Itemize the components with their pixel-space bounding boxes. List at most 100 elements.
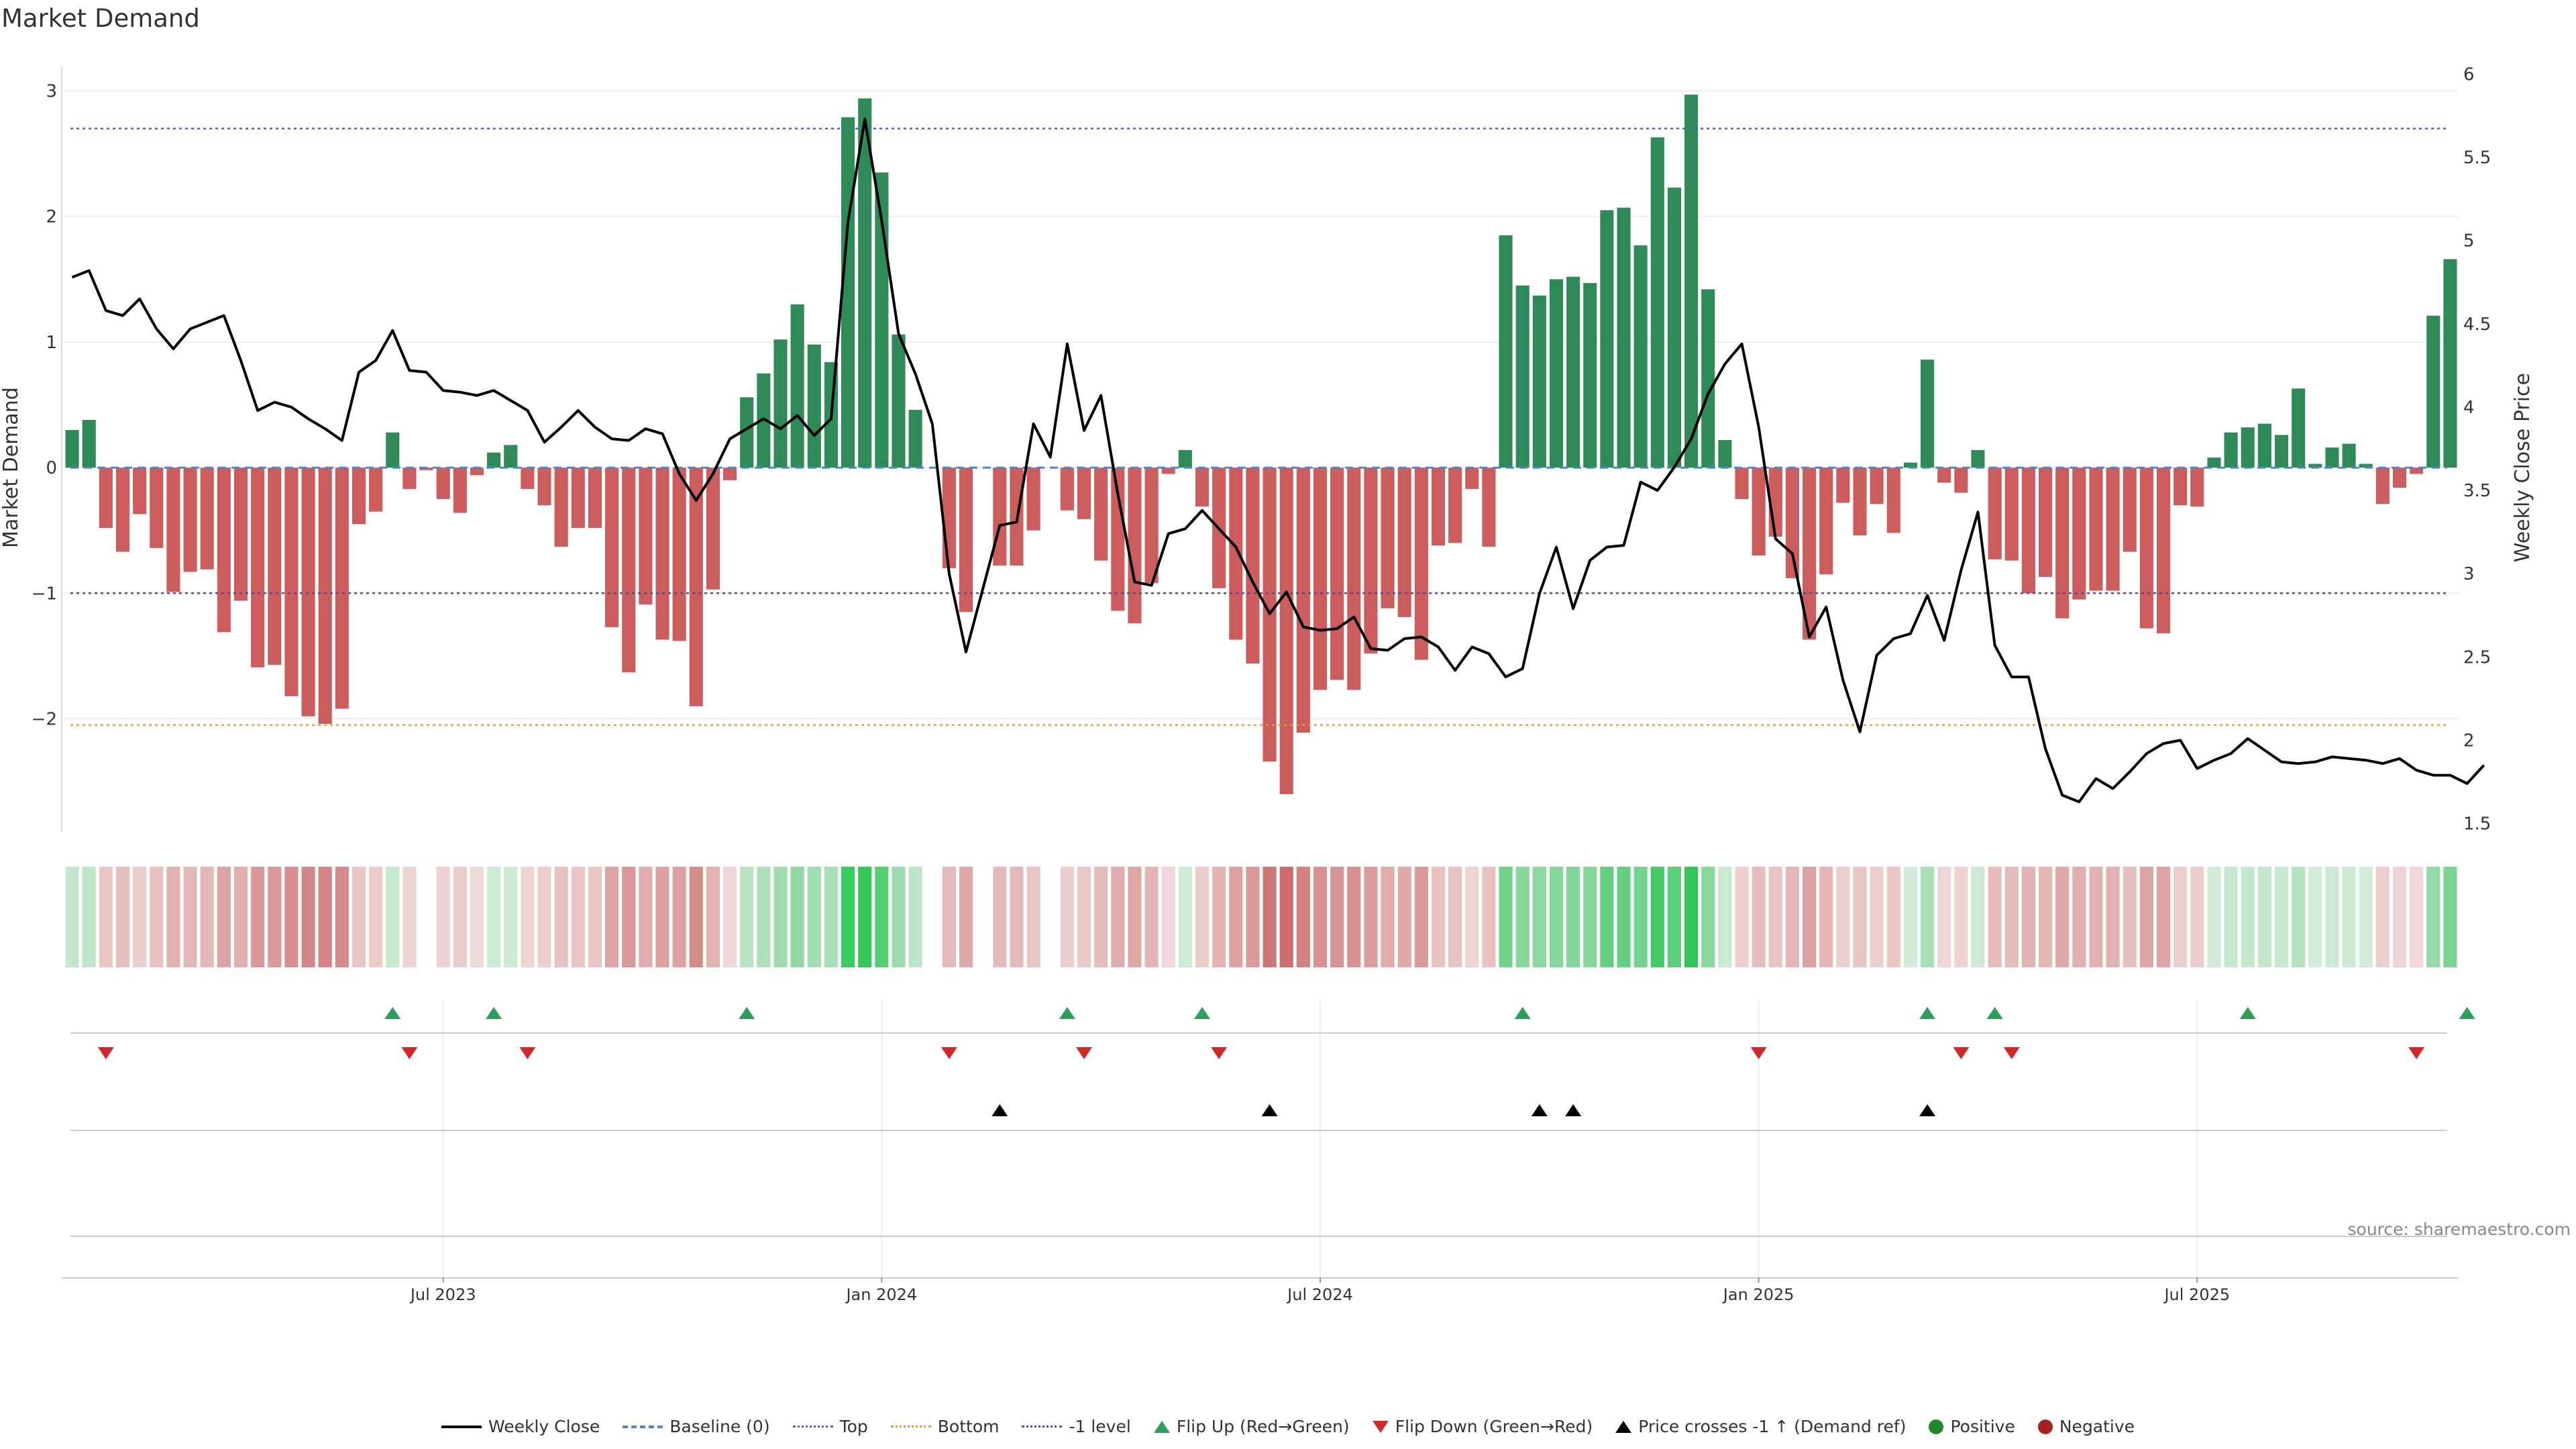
heat-cell bbox=[1381, 867, 1395, 967]
heat-cell bbox=[2410, 867, 2424, 967]
negative-bar bbox=[605, 468, 619, 627]
heat-cell bbox=[1583, 867, 1597, 967]
flip-up-marker bbox=[1919, 1007, 1936, 1019]
negative-bar bbox=[689, 468, 703, 706]
heat-cell bbox=[150, 867, 164, 967]
heat-cell bbox=[1144, 867, 1159, 967]
dotted-line-icon bbox=[792, 1426, 833, 1428]
negative-bar bbox=[1313, 468, 1328, 690]
positive-bar bbox=[1499, 235, 1513, 468]
heat-cell bbox=[1803, 867, 1817, 967]
heat-cell bbox=[588, 867, 602, 967]
positive-bar bbox=[504, 445, 518, 468]
negative-bar bbox=[1246, 468, 1260, 664]
heat-cell bbox=[1043, 867, 1057, 967]
heat-cell bbox=[1667, 867, 1682, 967]
heat-cell bbox=[1094, 867, 1108, 967]
price-cross-marker bbox=[1919, 1104, 1936, 1116]
heat-cell bbox=[1886, 867, 1900, 967]
positive-bar bbox=[1684, 95, 1699, 468]
heat-cell bbox=[115, 867, 130, 967]
heat-cell bbox=[875, 867, 889, 967]
demand-bars bbox=[65, 95, 2457, 794]
flip-down-marker bbox=[519, 1047, 536, 1059]
price-cross-marker bbox=[1261, 1104, 1278, 1116]
legend-flip-up: Flip Up (Red→Green) bbox=[1153, 1417, 1350, 1436]
negative-bar bbox=[571, 468, 585, 528]
heat-cell bbox=[2004, 867, 2019, 967]
negative-bar bbox=[1077, 468, 1091, 519]
negative-bar bbox=[1954, 468, 1968, 493]
legend-label: Top bbox=[839, 1417, 868, 1436]
negative-bar bbox=[1870, 468, 1884, 504]
negative-bar bbox=[402, 468, 417, 489]
positive-bar bbox=[790, 304, 804, 468]
heat-cell bbox=[1870, 867, 1884, 967]
heat-cell bbox=[1026, 867, 1040, 967]
heat-cell bbox=[2106, 867, 2120, 967]
negative-bar bbox=[2174, 468, 2188, 506]
negative-bar bbox=[369, 468, 383, 512]
x-tick-label: Jul 2024 bbox=[1286, 1285, 1353, 1304]
y-right-tick-label: 3.5 bbox=[2463, 481, 2491, 501]
positive-bar bbox=[2274, 435, 2289, 468]
positive-bar bbox=[908, 409, 922, 468]
heat-cell bbox=[251, 867, 265, 967]
heat-cell bbox=[335, 867, 349, 967]
positive-bar bbox=[1178, 449, 1192, 468]
heat-cell bbox=[1836, 867, 1850, 967]
positive-bar bbox=[2241, 427, 2255, 468]
heat-cell bbox=[166, 867, 180, 967]
heat-cell bbox=[908, 867, 922, 967]
negative-bar bbox=[537, 468, 551, 506]
heat-cell bbox=[2359, 867, 2373, 967]
heat-cell bbox=[200, 867, 214, 967]
negative-bar bbox=[1785, 468, 1799, 578]
heat-cell bbox=[537, 867, 551, 967]
legend-weekly-close: Weekly Close bbox=[441, 1417, 600, 1436]
negative-bar bbox=[588, 468, 602, 528]
legend-baseline: Baseline (0) bbox=[623, 1417, 770, 1436]
negative-bar bbox=[2106, 468, 2120, 591]
heat-cell bbox=[1650, 867, 1664, 967]
negative-bar bbox=[470, 468, 484, 476]
heat-cell bbox=[2123, 867, 2137, 967]
x-tick-label: Jan 2024 bbox=[845, 1285, 917, 1304]
heat-cell bbox=[689, 867, 703, 967]
positive-bar bbox=[386, 432, 400, 468]
positive-bar bbox=[773, 339, 788, 468]
negative-bar bbox=[2375, 468, 2390, 504]
positive-bar bbox=[2308, 464, 2322, 468]
heat-cell bbox=[723, 867, 737, 967]
negative-bar bbox=[639, 468, 653, 605]
heat-cell bbox=[993, 867, 1007, 967]
triangle-down-icon bbox=[1372, 1420, 1389, 1433]
heat-cell bbox=[1161, 867, 1175, 967]
heat-cell bbox=[2190, 867, 2204, 967]
legend: Weekly Close Baseline (0) Top Bottom -1 … bbox=[0, 1417, 2576, 1436]
y-left-tick-label: 2 bbox=[46, 207, 57, 227]
positive-bar bbox=[2207, 458, 2221, 468]
positive-bar bbox=[1971, 449, 1985, 468]
negative-bar bbox=[352, 468, 366, 525]
x-tick-label: Jan 2025 bbox=[1722, 1285, 1794, 1304]
positive-bar bbox=[1549, 279, 1564, 468]
negative-bar bbox=[959, 468, 973, 612]
heat-cell bbox=[1296, 867, 1310, 967]
negative-bar bbox=[183, 468, 197, 572]
heat-cell bbox=[1853, 867, 1867, 967]
heat-cell bbox=[2224, 867, 2238, 967]
negative-bar bbox=[1195, 468, 1210, 507]
heat-cell bbox=[2274, 867, 2289, 967]
heat-cell bbox=[1988, 867, 2002, 967]
positive-bar bbox=[1903, 462, 1917, 468]
positive-bar bbox=[2257, 423, 2271, 468]
flip-down-marker bbox=[97, 1047, 114, 1059]
legend-label: Flip Up (Red→Green) bbox=[1176, 1417, 1350, 1436]
flip-down-marker bbox=[1211, 1047, 1228, 1059]
positive-bar bbox=[1566, 276, 1580, 468]
heat-cell bbox=[1313, 867, 1328, 967]
negative-bar bbox=[1735, 468, 1749, 499]
reference-lines bbox=[70, 127, 2447, 727]
flip-up-marker bbox=[1986, 1007, 2003, 1019]
